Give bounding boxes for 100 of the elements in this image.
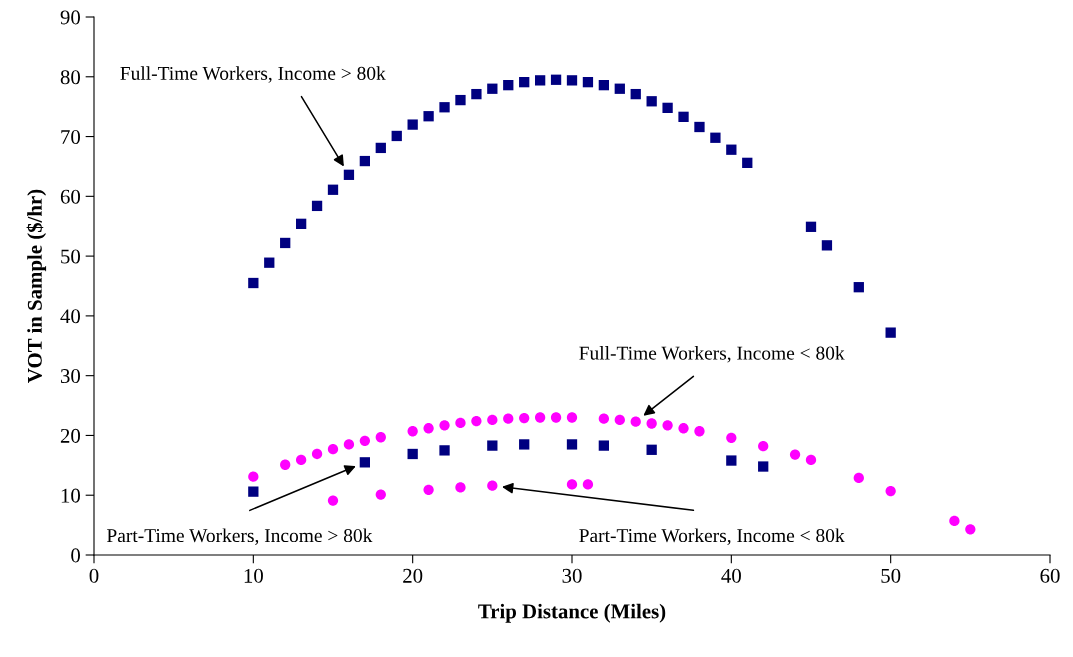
point <box>678 423 689 434</box>
text: Part-Time Workers, Income > 80k <box>106 528 373 545</box>
y-tick-label: 80 <box>60 70 81 85</box>
point <box>662 102 673 114</box>
point <box>678 111 689 122</box>
point <box>726 144 737 155</box>
point <box>534 412 546 423</box>
point <box>694 121 705 133</box>
x-tick-label: 40 <box>721 568 741 583</box>
point <box>598 413 610 424</box>
point <box>471 88 482 100</box>
point <box>327 184 339 195</box>
point <box>327 495 339 506</box>
point <box>805 454 817 466</box>
point <box>455 482 466 493</box>
y-tick-label: 40 <box>60 309 81 324</box>
point <box>646 96 657 107</box>
point <box>519 412 530 424</box>
point <box>630 416 641 427</box>
point <box>646 418 657 429</box>
text: Full-Time Workers, Income > 80k <box>120 66 386 83</box>
point <box>327 444 339 455</box>
point <box>487 83 498 94</box>
point <box>662 420 673 431</box>
point <box>439 102 450 113</box>
point <box>248 486 259 497</box>
point <box>264 257 275 268</box>
point <box>439 420 450 431</box>
point <box>566 479 578 490</box>
point <box>853 282 864 293</box>
point <box>519 439 530 450</box>
point <box>359 435 371 446</box>
point <box>311 200 323 212</box>
point <box>359 155 371 167</box>
point <box>550 74 562 85</box>
point <box>295 218 307 229</box>
point <box>630 88 641 100</box>
y-tick-label: 30 <box>60 369 81 384</box>
point <box>471 415 482 427</box>
point <box>789 449 801 460</box>
point <box>582 479 594 490</box>
point <box>758 461 769 472</box>
point <box>407 426 418 437</box>
point <box>534 75 546 86</box>
point <box>710 132 721 143</box>
point <box>295 454 307 466</box>
point <box>853 472 864 484</box>
point <box>407 119 418 130</box>
point <box>726 455 737 466</box>
point <box>375 142 386 154</box>
point <box>582 77 594 88</box>
y-tick-label: 70 <box>61 129 81 144</box>
point <box>375 432 386 443</box>
point <box>391 130 402 142</box>
point <box>726 432 737 443</box>
x-axis-title: Trip Distance (Miles) <box>478 603 666 623</box>
y-tick-label: 20 <box>60 428 81 443</box>
point <box>550 412 562 423</box>
point <box>280 459 291 470</box>
point <box>248 277 259 289</box>
point <box>821 240 833 251</box>
point <box>885 327 896 338</box>
y-tick-label: 50 <box>61 249 81 264</box>
point <box>805 221 817 232</box>
point <box>503 413 514 424</box>
point <box>949 515 960 527</box>
point <box>487 414 498 426</box>
point <box>566 439 578 450</box>
point <box>614 83 625 94</box>
point <box>455 417 466 429</box>
point <box>248 471 259 482</box>
x-tick-label: 20 <box>403 568 423 583</box>
point <box>519 77 530 88</box>
point <box>758 441 769 452</box>
point <box>598 440 610 451</box>
point <box>311 448 323 460</box>
text: Part-Time Workers, Income < 80k <box>579 528 845 545</box>
y-axis-title: VOT in Sample ($/hr) <box>26 189 47 383</box>
y-tick-label: 90 <box>60 10 81 25</box>
point <box>646 444 657 455</box>
point <box>885 485 896 497</box>
y-tick-label: 0 <box>71 548 81 563</box>
point <box>439 445 450 456</box>
point <box>694 426 705 437</box>
x-tick-label: 60 <box>1040 568 1060 583</box>
point <box>407 448 418 460</box>
point <box>423 423 434 434</box>
point <box>965 524 976 535</box>
point <box>423 111 434 122</box>
point <box>343 169 355 180</box>
point <box>487 440 498 451</box>
point <box>359 457 371 468</box>
point <box>503 80 514 91</box>
point <box>566 412 578 423</box>
point <box>375 489 386 500</box>
point <box>487 480 498 491</box>
x-tick-label: 10 <box>244 568 263 583</box>
x-tick-label: 50 <box>881 568 901 583</box>
x-tick-label: 0 <box>89 568 99 583</box>
point <box>280 237 291 249</box>
